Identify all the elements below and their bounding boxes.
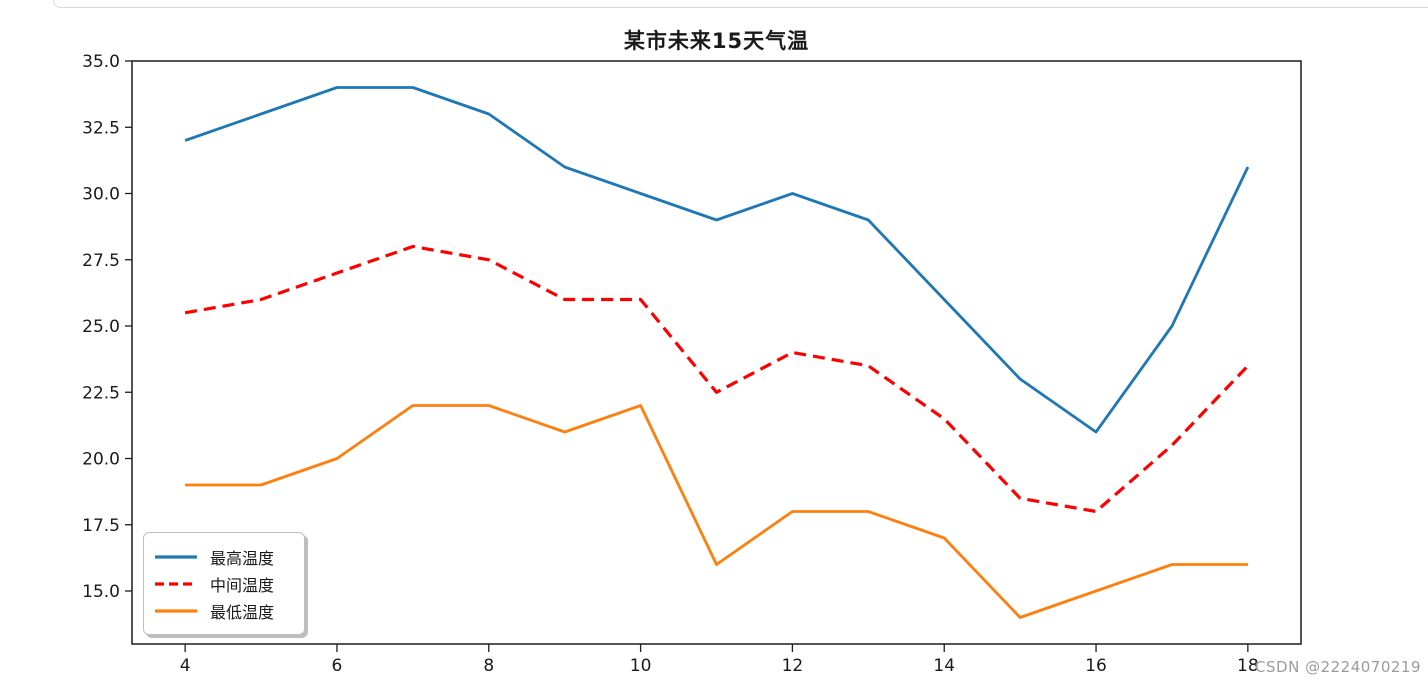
legend-line-sample bbox=[155, 554, 197, 559]
x-tick-label: 10 bbox=[630, 656, 652, 676]
y-tick-label: 15.0 bbox=[82, 582, 120, 602]
axes-spines bbox=[131, 60, 1302, 645]
legend-label: 中间温度 bbox=[210, 575, 275, 595]
y-tick-label: 20.0 bbox=[82, 450, 120, 470]
y-tick-label: 35.0 bbox=[82, 52, 120, 72]
legend-line-sample bbox=[155, 581, 197, 586]
series-line-最低温度 bbox=[185, 404, 1248, 619]
x-tick-label: 12 bbox=[782, 656, 804, 676]
legend-entry: 最低温度 bbox=[154, 598, 292, 623]
y-tick-label: 32.5 bbox=[82, 118, 120, 138]
y-tick-label: 22.5 bbox=[82, 383, 120, 403]
legend-entry: 最高温度 bbox=[154, 544, 292, 569]
cropped-container-border bbox=[53, 0, 1428, 8]
x-tick-label: 16 bbox=[1085, 656, 1107, 676]
series-line-最高温度 bbox=[184, 86, 1250, 434]
x-tick-label: 4 bbox=[180, 656, 191, 676]
legend-label: 最低温度 bbox=[210, 602, 275, 622]
x-tick-label: 8 bbox=[483, 656, 494, 676]
legend-entry: 中间温度 bbox=[154, 571, 292, 596]
y-tick-label: 27.5 bbox=[82, 251, 120, 271]
y-tick-label: 17.5 bbox=[82, 516, 120, 536]
x-tick-label: 6 bbox=[332, 656, 343, 676]
x-tick-label: 18 bbox=[1237, 656, 1259, 676]
legend-box: 最高温度中间温度最低温度 bbox=[143, 532, 305, 635]
x-tick-label: 14 bbox=[933, 656, 955, 676]
legend-line-sample bbox=[155, 608, 197, 613]
chart-title: 某市未来15天气温 bbox=[623, 29, 810, 53]
y-tick-label: 30.0 bbox=[82, 185, 120, 205]
y-tick-label: 25.0 bbox=[82, 317, 120, 337]
series-line-中间温度 bbox=[184, 244, 1250, 514]
watermark-text: CSDN @2224070219 bbox=[1255, 658, 1421, 676]
legend-label: 最高温度 bbox=[210, 548, 275, 568]
